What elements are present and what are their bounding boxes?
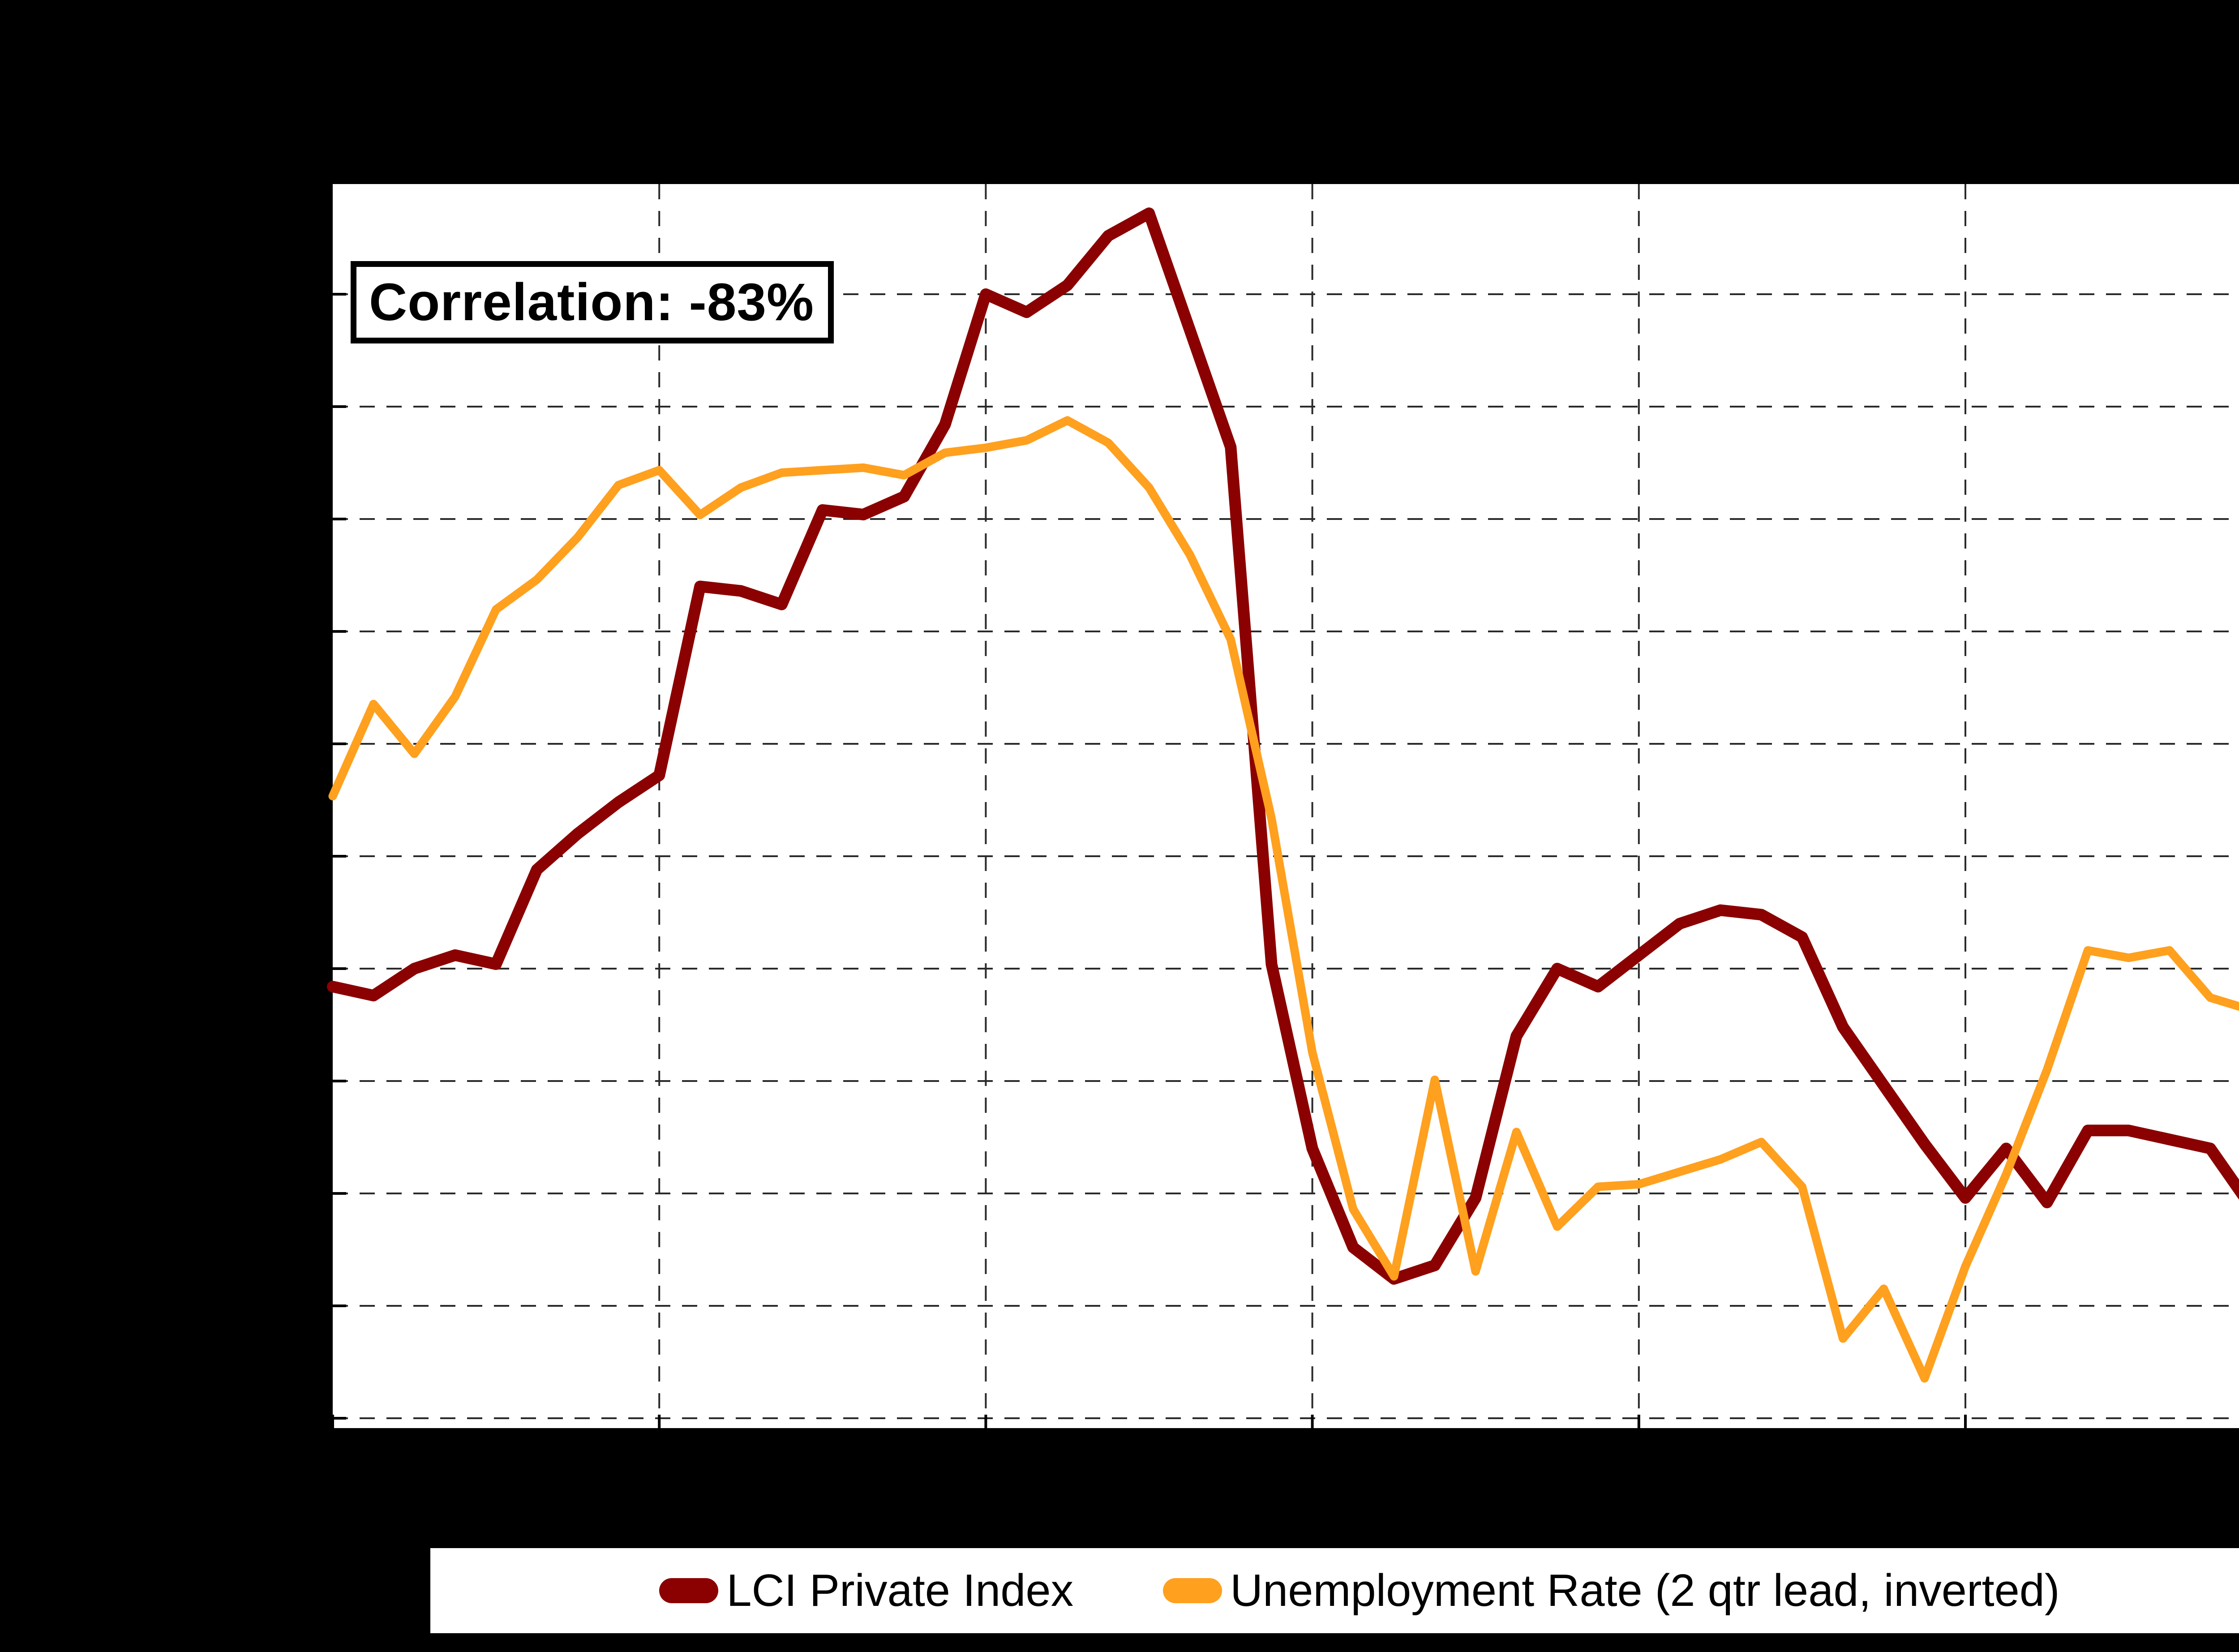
- y-left-tick-label: 2.00%: [179, 945, 299, 993]
- x-tick-label: Dec 05: [592, 1455, 727, 1502]
- y-left-tick-label: 1.50%: [179, 1170, 299, 1218]
- correlation-annotation-box: Correlation: -83%: [351, 261, 834, 343]
- unemployment-series-swatch: [1163, 1578, 1222, 1603]
- axis-ticks: [319, 293, 1967, 1442]
- hidden-axis-labels: 3.50% 3.25% 3.00% 2.75% 2.50% 2.25% 2.00% 1.75%…: [179, 271, 2239, 1502]
- unemployment-series-line: [328, 416, 2239, 1383]
- lci-series-swatch: [659, 1578, 719, 1603]
- y-left-tick-label: 1.00%: [179, 1395, 299, 1442]
- lci-series-label: LCI Private Index: [726, 1565, 1074, 1616]
- x-tick-label: Dec 13: [1898, 1455, 2033, 1502]
- y-left-tick-label: 2.75%: [179, 608, 299, 656]
- series-lines: [327, 207, 2239, 1383]
- y-left-tick-label: 3.50%: [179, 271, 299, 318]
- y-left-tick-label: 1.75%: [179, 1058, 299, 1105]
- legend: LCI Private Index Unemployment Rate (2 q…: [426, 1544, 2239, 1637]
- y-left-tick-label: 2.50%: [179, 721, 299, 768]
- y-left-tick-label: 3.25%: [179, 383, 299, 431]
- x-tick-label: Dec 15: [2225, 1455, 2239, 1502]
- x-tick-label: Dec 09: [1245, 1455, 1380, 1502]
- x-tick-label: Dec 07: [918, 1455, 1053, 1502]
- legend-item-lci: LCI Private Index: [659, 1565, 1073, 1617]
- x-tick-label: Dec 11: [1573, 1455, 1705, 1502]
- lci-series-line: [327, 207, 2239, 1285]
- plot-area: [333, 184, 2239, 1428]
- y-left-tick-label: 3.00%: [179, 496, 299, 543]
- correlation-text: Correlation: -83%: [369, 273, 814, 332]
- legend-item-unemployment: Unemployment Rate (2 qtr lead, inverted): [1163, 1565, 2060, 1617]
- x-tick-label: Dec 03: [265, 1455, 400, 1502]
- y-left-tick-label: 2.25%: [179, 833, 299, 880]
- gridlines: [333, 184, 2239, 1428]
- y-left-tick-label: 1.25%: [179, 1283, 299, 1330]
- unemployment-series-label: Unemployment Rate (2 qtr lead, inverted): [1230, 1565, 2060, 1616]
